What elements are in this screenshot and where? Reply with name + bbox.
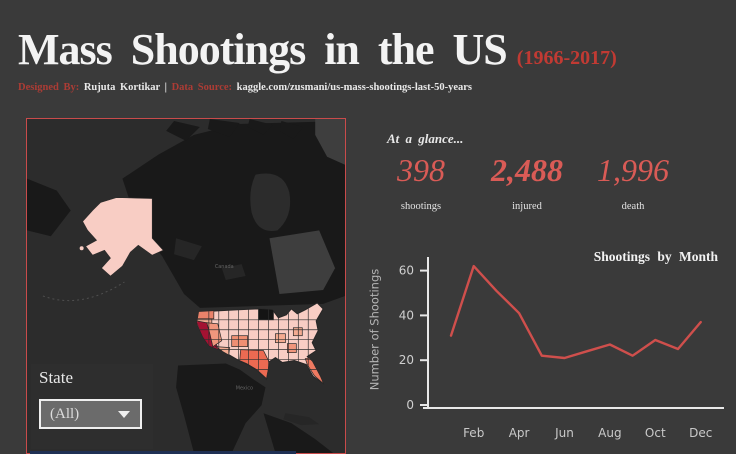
stat-death: 1,996 death [580,152,686,212]
state-filter-dropdown[interactable]: (All) [39,399,142,429]
svg-text:Jun: Jun [554,426,574,440]
stat-injured-label: injured [512,200,542,212]
svg-text:40: 40 [399,308,414,322]
stat-shootings-label: shootings [400,200,442,212]
state-filter-value: (All) [50,405,80,422]
svg-text:20: 20 [399,353,414,367]
map-label-mexico: Mexico [236,385,253,391]
alaska-island [79,246,84,251]
designer-name: Rujuta Kortikar | [83,82,167,93]
stat-injured-value: 2,488 [491,152,563,188]
chart-title: Shootings by Month [593,249,718,264]
cuba [283,413,320,426]
hudson-bay [250,173,291,231]
region-quebec [269,230,336,294]
title-year-range: (1966-2017) [516,47,617,69]
svg-text:Aug: Aug [598,426,621,440]
state-texas[interactable] [239,349,270,380]
chevron-down-icon [118,410,130,418]
data-source-label: Data Source: [171,82,233,93]
state-patch-south[interactable] [287,343,297,353]
region-siberia [27,178,71,237]
state-patch-east[interactable] [292,327,303,337]
svg-text:60: 60 [399,264,414,278]
state-filter-label: State [39,368,73,387]
designed-by-label: Designed By: [18,82,80,93]
svg-text:0: 0 [406,398,414,412]
state-filter: State (All) [31,364,153,449]
at-a-glance-heading: At a glance... [387,131,464,146]
map-label-canada: Canada [215,264,234,270]
svg-text:Feb: Feb [463,426,484,440]
arctic-islands [166,119,304,141]
greenland [315,119,345,165]
shootings-by-month-chart[interactable]: 0 20 40 60 Feb Apr Jun Aug Oct Dec [360,245,736,450]
state-alaska[interactable] [82,197,164,277]
svg-text:Dec: Dec [689,426,712,440]
page-title-text: Mass Shootings in the US [18,25,508,74]
svg-text:Apr: Apr [509,426,530,440]
stat-death-value: 1,996 [597,152,669,188]
land-texture-patches [174,238,246,281]
aleutian-islands [42,281,125,302]
map-panel: Canada Mexico State (All) [26,118,346,454]
page-title: Mass Shootings in the US (1966-2017) [18,24,617,75]
state-borders-grid [196,307,324,384]
state-colorado[interactable] [231,335,248,347]
us-choropleth-map[interactable]: Canada Mexico [27,119,345,453]
stat-death-label: death [621,200,645,212]
stats-row: 398 shootings 2,488 injured 1,996 death [368,152,698,212]
state-nevada[interactable] [206,322,223,348]
country-mexico [176,363,266,453]
state-patch-midwest[interactable] [275,333,286,344]
peeking-sheet-edge [30,451,296,454]
data-source-value: kaggle.com/zusmani/us-mass-shootings-las… [236,82,473,93]
stat-injured: 2,488 injured [474,152,580,212]
byline: Designed By: Rujuta Kortikar | Data Sour… [18,82,472,93]
svg-text:Oct: Oct [645,426,666,440]
stat-shootings: 398 shootings [368,152,474,212]
central-america [263,413,334,453]
stat-shootings-value: 398 [397,152,445,188]
